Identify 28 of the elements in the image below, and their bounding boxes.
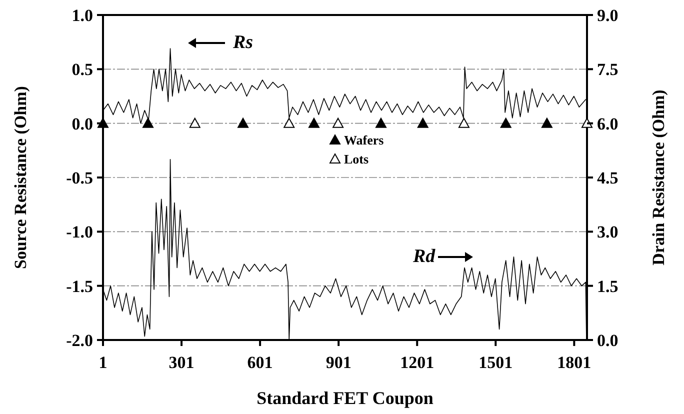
y-axis-title: Source Resistance (Ohm) [11, 86, 30, 269]
y-tick-label: -1.5 [66, 276, 93, 296]
legend-label: Wafers [344, 132, 384, 148]
x-tick-label: 901 [326, 353, 352, 372]
y2-tick-label: 9.0 [597, 6, 618, 25]
series-label: Rd [412, 246, 436, 267]
y2-tick-label: 3.0 [597, 222, 618, 242]
y2-tick-label: 1.5 [597, 276, 618, 296]
x-tick-label: 1201 [400, 353, 434, 372]
x-tick-label: 1801 [557, 353, 592, 372]
y2-tick-label: 7.5 [597, 60, 618, 80]
y2-tick-label: 6.0 [597, 114, 618, 134]
y-tick-label: -1.0 [66, 222, 93, 242]
legend-label: Lots [344, 152, 369, 167]
x-tick-label: 601 [247, 353, 273, 372]
legend-label: Rs [232, 32, 254, 53]
y-tick-label: 0.5 [72, 60, 93, 80]
y-tick-label: 0.0 [72, 114, 93, 134]
y2-axis-title: Drain Resistance (Ohm) [649, 90, 668, 266]
y-tick-label: -2.0 [66, 330, 93, 350]
y-tick-label: -0.5 [66, 168, 93, 188]
y2-tick-label: 0.0 [597, 330, 618, 350]
y-tick-label: 1.0 [72, 6, 93, 25]
x-tick-label: 1 [98, 353, 108, 372]
x-tick-label: 1501 [478, 353, 513, 372]
x-axis-title: Standard FET Coupon [256, 388, 434, 408]
x-tick-label: 301 [168, 353, 194, 372]
y2-tick-label: 4.5 [597, 168, 618, 188]
